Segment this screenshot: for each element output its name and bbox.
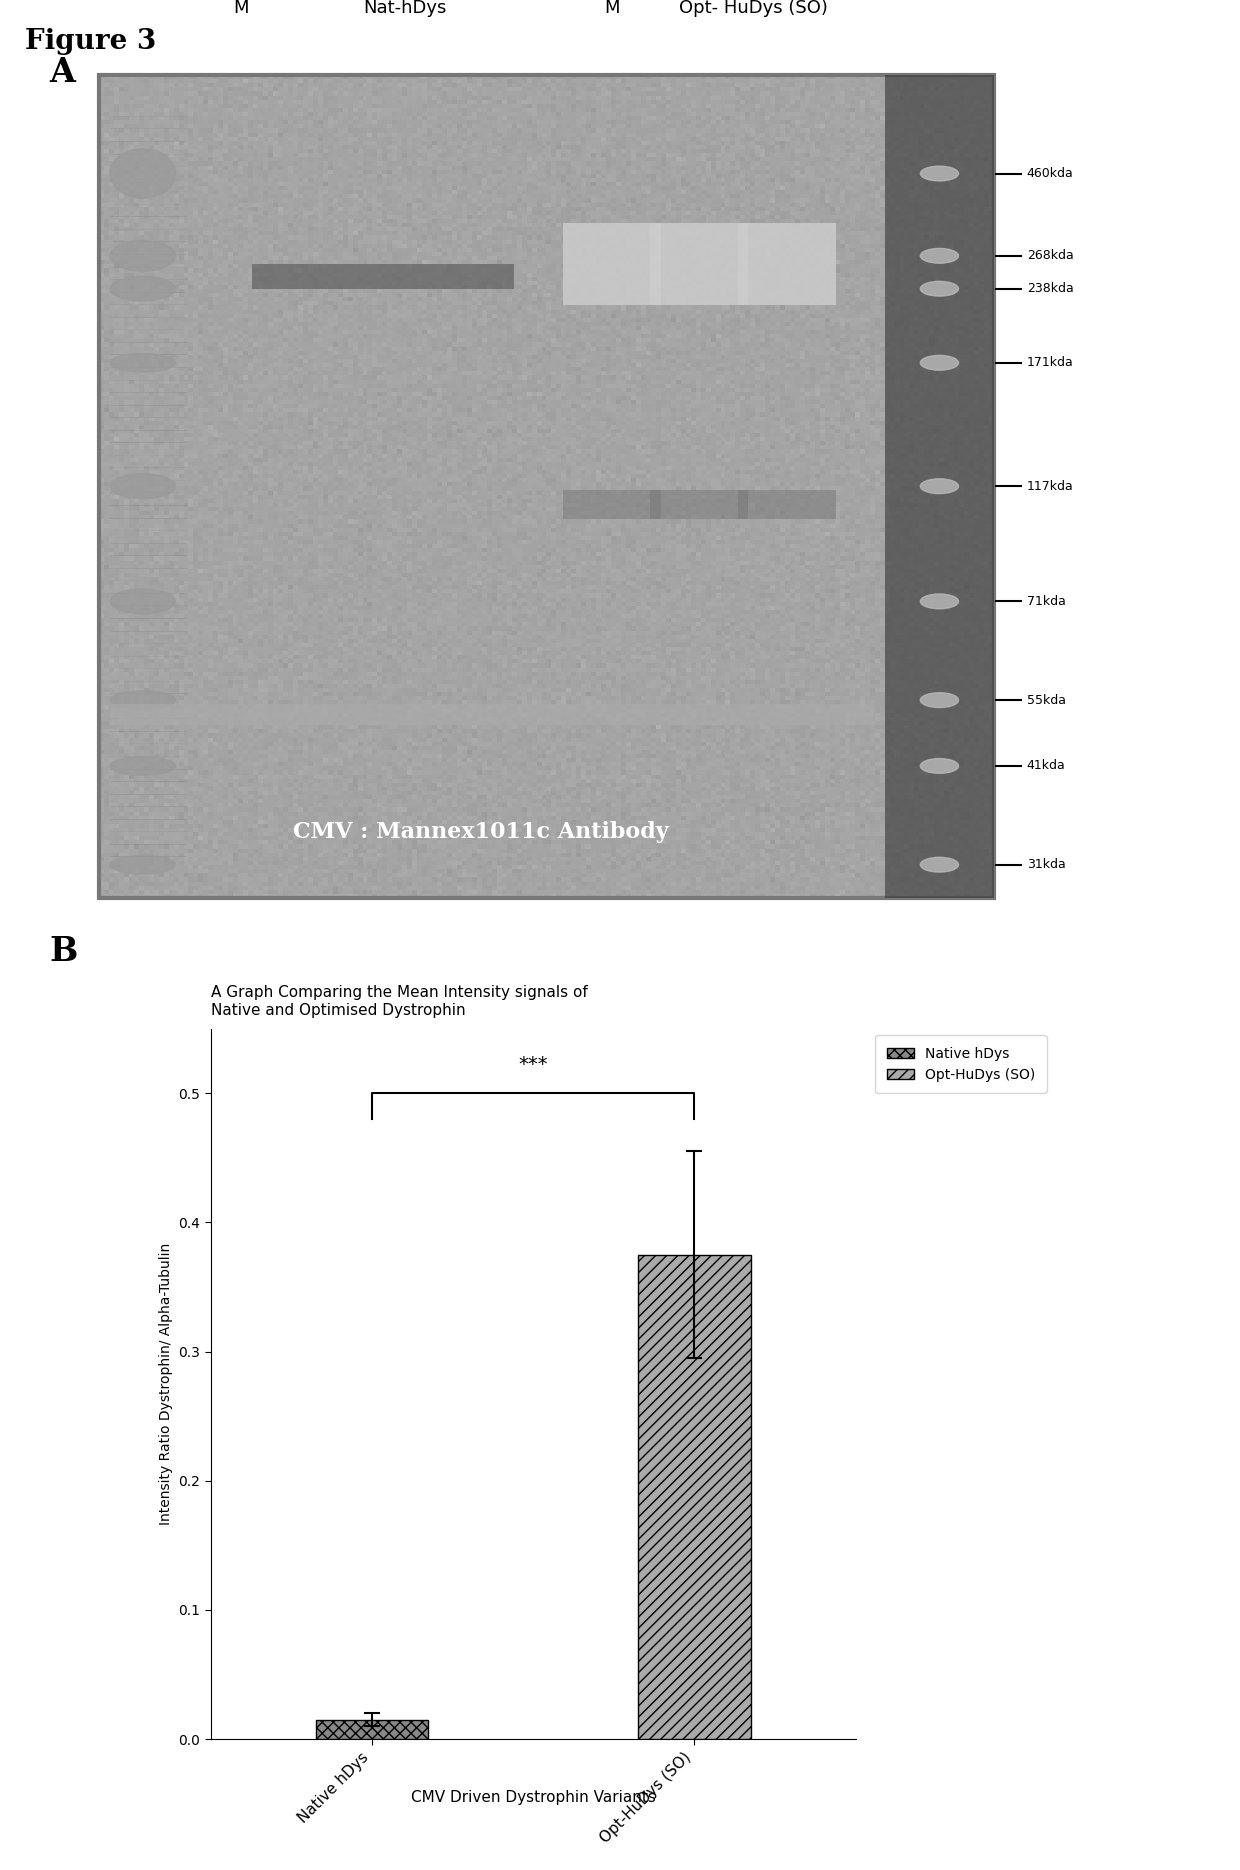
Y-axis label: Intensity Ratio Dystrophin/ Alpha-Tubulin: Intensity Ratio Dystrophin/ Alpha-Tubuli… xyxy=(159,1244,172,1524)
Text: 460kda: 460kda xyxy=(1027,166,1074,180)
Ellipse shape xyxy=(920,856,959,871)
Text: A Graph Comparing the Mean Intensity signals of
Native and Optimised Dystrophin: A Graph Comparing the Mean Intensity sig… xyxy=(211,985,588,1017)
Bar xyxy=(738,223,836,305)
Text: Opt- HuDys (SO): Opt- HuDys (SO) xyxy=(680,0,828,17)
Ellipse shape xyxy=(920,280,959,295)
Ellipse shape xyxy=(110,473,176,499)
Text: CMV : Mannex1011c Antibody: CMV : Mannex1011c Antibody xyxy=(293,821,670,843)
Text: Nat-hDys: Nat-hDys xyxy=(363,0,446,17)
Text: 71kda: 71kda xyxy=(1027,595,1065,608)
Legend: Native hDys, Opt-HuDys (SO): Native hDys, Opt-HuDys (SO) xyxy=(875,1036,1047,1092)
Text: CMV Driven Dystrophin Variants: CMV Driven Dystrophin Variants xyxy=(410,1790,656,1805)
Text: A: A xyxy=(50,56,76,90)
Bar xyxy=(885,75,994,898)
Ellipse shape xyxy=(110,589,176,613)
Ellipse shape xyxy=(920,166,959,181)
Ellipse shape xyxy=(110,277,176,301)
Ellipse shape xyxy=(920,692,959,707)
Bar xyxy=(110,705,874,726)
Text: 117kda: 117kda xyxy=(1027,481,1074,492)
Bar xyxy=(252,264,340,288)
Text: 55kda: 55kda xyxy=(1027,694,1065,707)
Text: 31kda: 31kda xyxy=(1027,858,1065,871)
Bar xyxy=(427,264,513,288)
Text: Figure 3: Figure 3 xyxy=(25,28,156,54)
Bar xyxy=(738,490,836,520)
Ellipse shape xyxy=(110,150,176,198)
Ellipse shape xyxy=(110,690,176,709)
Bar xyxy=(563,223,661,305)
Ellipse shape xyxy=(110,241,176,271)
Text: B: B xyxy=(50,935,78,969)
Ellipse shape xyxy=(920,355,959,370)
Bar xyxy=(639,1255,751,1739)
Text: 41kda: 41kda xyxy=(1027,759,1065,772)
Ellipse shape xyxy=(920,249,959,264)
Bar xyxy=(315,1720,429,1739)
Text: 238kda: 238kda xyxy=(1027,282,1074,295)
Ellipse shape xyxy=(110,757,176,776)
Ellipse shape xyxy=(920,759,959,774)
Bar xyxy=(99,75,994,898)
Bar xyxy=(650,223,749,305)
Ellipse shape xyxy=(920,595,959,610)
Text: 171kda: 171kda xyxy=(1027,357,1074,368)
Bar xyxy=(650,490,749,520)
Text: 268kda: 268kda xyxy=(1027,249,1074,262)
Bar xyxy=(340,264,427,288)
Text: M: M xyxy=(604,0,620,17)
Bar xyxy=(563,490,661,520)
Text: ***: *** xyxy=(518,1055,548,1073)
Ellipse shape xyxy=(920,479,959,494)
Ellipse shape xyxy=(110,353,176,372)
Text: M: M xyxy=(233,0,249,17)
Ellipse shape xyxy=(110,855,176,873)
